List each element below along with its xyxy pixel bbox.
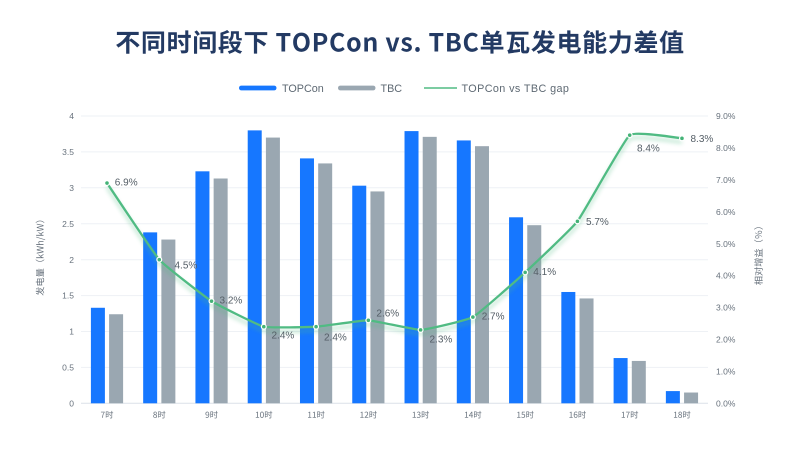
svg-text:6.0%: 6.0%	[716, 207, 736, 217]
svg-text:2.7%: 2.7%	[482, 312, 505, 323]
svg-text:TBC: TBC	[381, 83, 403, 95]
svg-text:2: 2	[69, 255, 74, 265]
svg-text:7.0%: 7.0%	[716, 175, 736, 185]
svg-text:3.2%: 3.2%	[220, 296, 243, 307]
svg-text:5.0%: 5.0%	[716, 239, 736, 249]
svg-text:TOPCon: TOPCon	[282, 83, 324, 95]
svg-text:3.0%: 3.0%	[716, 303, 736, 313]
svg-text:2.6%: 2.6%	[376, 309, 399, 320]
svg-text:9.0%: 9.0%	[716, 111, 736, 121]
svg-text:8.3%: 8.3%	[691, 134, 714, 145]
svg-text:4.0%: 4.0%	[716, 271, 736, 281]
svg-text:4: 4	[69, 111, 74, 121]
svg-text:TOPCon vs TBC gap: TOPCon vs TBC gap	[462, 83, 570, 95]
svg-text:4.5%: 4.5%	[175, 261, 198, 272]
svg-text:0.5: 0.5	[62, 363, 74, 373]
svg-text:8.4%: 8.4%	[637, 144, 660, 155]
svg-text:5.7%: 5.7%	[586, 217, 609, 228]
svg-text:2.4%: 2.4%	[272, 331, 295, 342]
svg-text:2.5: 2.5	[62, 219, 74, 229]
svg-text:3: 3	[69, 183, 74, 193]
svg-text:4.1%: 4.1%	[533, 267, 556, 278]
svg-text:2.4%: 2.4%	[324, 333, 347, 344]
svg-text:0.0%: 0.0%	[716, 398, 736, 408]
svg-text:0: 0	[69, 398, 74, 408]
svg-text:8.0%: 8.0%	[716, 143, 736, 153]
svg-text:3.5: 3.5	[62, 147, 74, 157]
svg-text:2.3%: 2.3%	[430, 335, 453, 346]
svg-text:1.5: 1.5	[62, 291, 74, 301]
svg-text:1: 1	[69, 327, 74, 337]
svg-text:2.0%: 2.0%	[716, 335, 736, 345]
svg-text:6.9%: 6.9%	[115, 178, 138, 189]
svg-text:1.0%: 1.0%	[716, 367, 736, 377]
